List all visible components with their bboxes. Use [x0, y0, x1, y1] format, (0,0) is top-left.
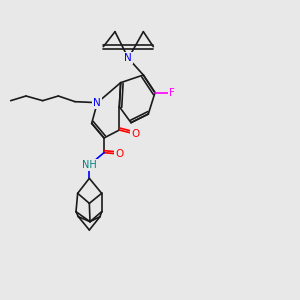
Text: F: F: [169, 88, 175, 98]
Text: N: N: [124, 53, 132, 63]
Text: O: O: [115, 149, 124, 159]
Text: NH: NH: [82, 160, 97, 170]
Text: O: O: [131, 129, 139, 139]
Text: N: N: [94, 98, 101, 108]
